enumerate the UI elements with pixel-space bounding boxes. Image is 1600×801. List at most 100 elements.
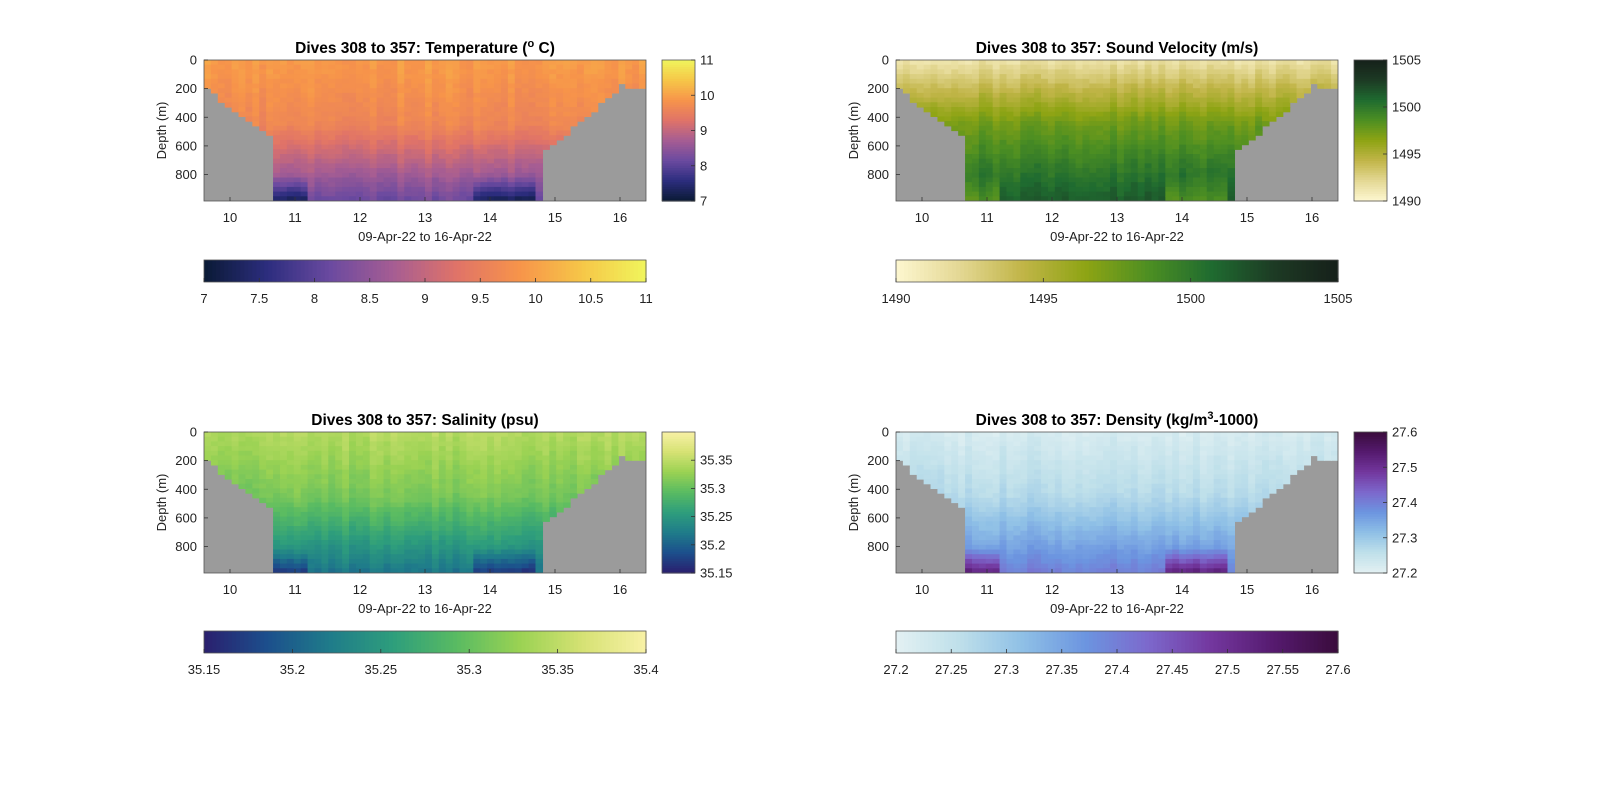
heatmap-cell [321,511,329,518]
heatmap-cell [438,130,447,136]
heatmap-cell [1110,121,1118,127]
heatmap-cell [1213,60,1222,66]
heatmap-cell [1179,125,1187,132]
heatmap-cell [238,460,247,466]
heatmap-cell [1061,186,1070,193]
heatmap-cell [632,432,640,438]
heatmap-cell [321,507,329,513]
heatmap-cell [293,511,302,518]
heatmap-cell [321,168,329,174]
heatmap-cell [204,60,212,66]
heatmap-cell [1158,182,1166,188]
heatmap-cell [1034,88,1042,94]
heatmap-cell [473,441,481,447]
heatmap-cell [411,158,419,164]
heatmap-cell [438,479,447,485]
heatmap-cell [438,497,447,504]
heatmap-cell [487,488,495,494]
colorbar-segment [662,118,695,122]
heatmap-cell [1041,69,1049,75]
heatmap-cell [376,455,385,461]
heatmap-cell [965,144,973,150]
heatmap-cell [494,139,502,146]
heatmap-cell [1268,92,1277,99]
heatmap-cell [1158,125,1166,132]
heatmap-cell [521,196,530,201]
heatmap-cell [1192,186,1201,193]
colorbar-segment [348,260,354,282]
heatmap-cell [404,135,412,141]
heatmap-cell [342,535,350,541]
heatmap-cell [618,69,626,75]
heatmap-cell [494,450,502,457]
heatmap-cell [259,474,267,480]
heatmap-cell [549,139,557,146]
heatmap-cell [335,135,343,141]
heatmap-cell [438,488,447,494]
heatmap-cell [1089,172,1097,179]
heatmap-cell [431,554,440,560]
heatmap-cell [487,154,495,160]
heatmap-cell [542,97,550,103]
heatmap-cell [425,97,433,103]
heatmap-cell [1082,163,1090,169]
colorbar-segment [1354,146,1387,150]
heatmap-cell [1137,60,1146,66]
heatmap-cell [1144,74,1153,80]
heatmap-cell [1179,60,1187,66]
heatmap-cell [521,83,530,89]
heatmap-cell [1179,130,1187,136]
heatmap-cell [535,502,544,508]
heatmap-cell [300,507,309,513]
heatmap-cell [1213,92,1222,99]
heatmap-cell [418,507,426,513]
heatmap-cell [397,544,405,551]
heatmap-cell [362,92,371,99]
heatmap-cell [286,121,295,127]
heatmap-cell [1234,107,1242,113]
heatmap-cell [494,69,502,75]
heatmap-cell [245,102,253,108]
heatmap-cell [1047,102,1056,108]
heatmap-cell [1179,83,1187,89]
heatmap-cell [1199,158,1208,164]
heatmap-cell [570,469,578,475]
heatmap-cell [1075,125,1084,132]
colorbar-segment [216,631,221,653]
heatmap-cell [500,464,509,471]
heatmap-cell [1199,139,1208,146]
heatmap-cell [459,441,468,447]
heatmap-cell [1158,88,1166,94]
colorbar-segment [1104,260,1110,282]
heatmap-cell [300,460,309,466]
heatmap-cell [418,74,426,80]
colorbar-segment [662,514,695,518]
heatmap-cell [999,158,1008,164]
heatmap-cell [494,479,502,485]
heatmap-cell [514,168,523,174]
heatmap-cell [328,530,336,536]
heatmap-cell [369,558,378,565]
heatmap-cell [273,558,281,565]
heatmap-cell [459,177,468,183]
heatmap-cell [1130,88,1139,94]
colorbar-tick-label: 35.3 [700,481,725,496]
heatmap-cell [418,464,426,471]
heatmap-cell [514,511,523,518]
heatmap-cell [1137,130,1146,136]
colorbar-segment [1354,111,1387,115]
colorbar-segment [1269,260,1275,282]
heatmap-cell [999,172,1008,179]
heatmap-cell [1289,60,1298,66]
heatmap-cell [549,436,557,442]
heatmap-cell [1248,121,1256,127]
heatmap-cell [480,540,488,546]
heatmap-cell [245,83,253,89]
heatmap-cell [273,69,281,75]
heatmap-cell [1013,130,1021,136]
heatmap-cell [459,549,468,555]
colorbar-segment [908,260,913,282]
heatmap-cell [507,493,516,499]
heatmap-cell [1172,144,1180,150]
heatmap-cell [528,60,537,66]
